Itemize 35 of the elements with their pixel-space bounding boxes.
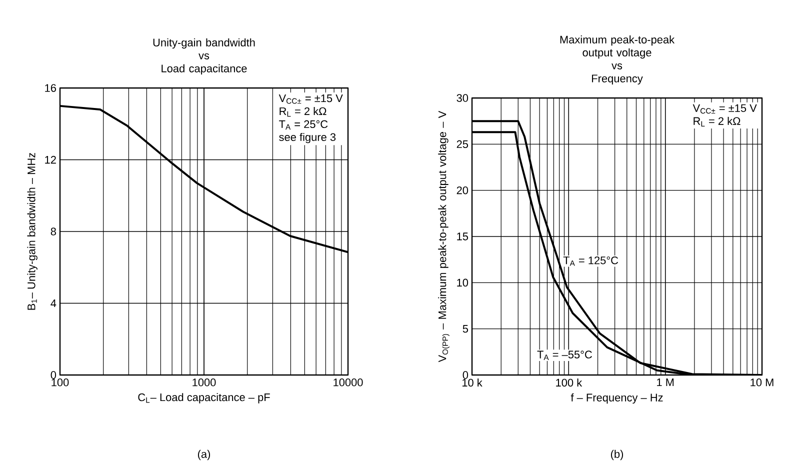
y-tick-label: 5: [462, 325, 468, 333]
y-tick-label: 15: [457, 232, 468, 240]
x-tick-label: 10 M: [750, 378, 774, 386]
y-tick-label: 30: [456, 94, 468, 102]
series-label: T$_{A}$ = 125°C: [563, 256, 618, 266]
chart-title: Unity-gain bandwidth vs Load capacitance: [153, 38, 255, 74]
x-tick-label: 100 k: [556, 378, 582, 387]
annotation: V$_{CC±}$ = ±15 V: [278, 94, 343, 104]
text: (b): [610, 450, 624, 460]
annotation: R$_{L}$ = 2 kΩ: [280, 107, 326, 117]
x-tick-label: 1000: [192, 378, 216, 386]
chart-title: Maximum peak-to-peak output voltage vs Frequency: [560, 35, 675, 84]
text: (a): [198, 450, 210, 460]
y-axis-title: B$_{1}$– Unity-gain bandwidth – MHz: [27, 152, 38, 310]
y-tick-label: 12: [45, 156, 56, 164]
y-tick-label: 20: [456, 186, 468, 194]
y-tick-label: 0: [50, 371, 56, 379]
y-tick-label: 0: [462, 371, 468, 379]
annotation: see figure 3: [279, 132, 336, 144]
x-axis-title: f – Frequency – Hz: [570, 393, 663, 404]
x-axis-title: C$_{L}$– Load capacitance – pF: [138, 393, 270, 404]
y-tick-label: 4: [50, 299, 56, 308]
annotation: T$_{A}$ = 25°C: [279, 120, 328, 130]
y-tick-label: 10: [457, 278, 468, 287]
y-tick-label: 16: [45, 84, 56, 92]
y-tick-label: 25: [456, 140, 468, 148]
annotation: V$_{CC±}$ = ±15 V: [692, 104, 757, 114]
x-tick-label: 10 k: [462, 378, 482, 387]
x-tick-label: 1 M: [657, 378, 674, 386]
annotation: R$_{L}$ = 2 kΩ: [694, 116, 740, 126]
x-tick-label: 10000: [334, 378, 363, 386]
y-axis-title: V$_{O(PP)}$ – Maximum peak-to-peak output voltage – V: [438, 110, 450, 362]
x-tick-label: 100: [52, 378, 69, 386]
series-label: T$_{A}$ = –55°C: [537, 350, 592, 360]
y-tick-label: 8: [50, 228, 56, 236]
